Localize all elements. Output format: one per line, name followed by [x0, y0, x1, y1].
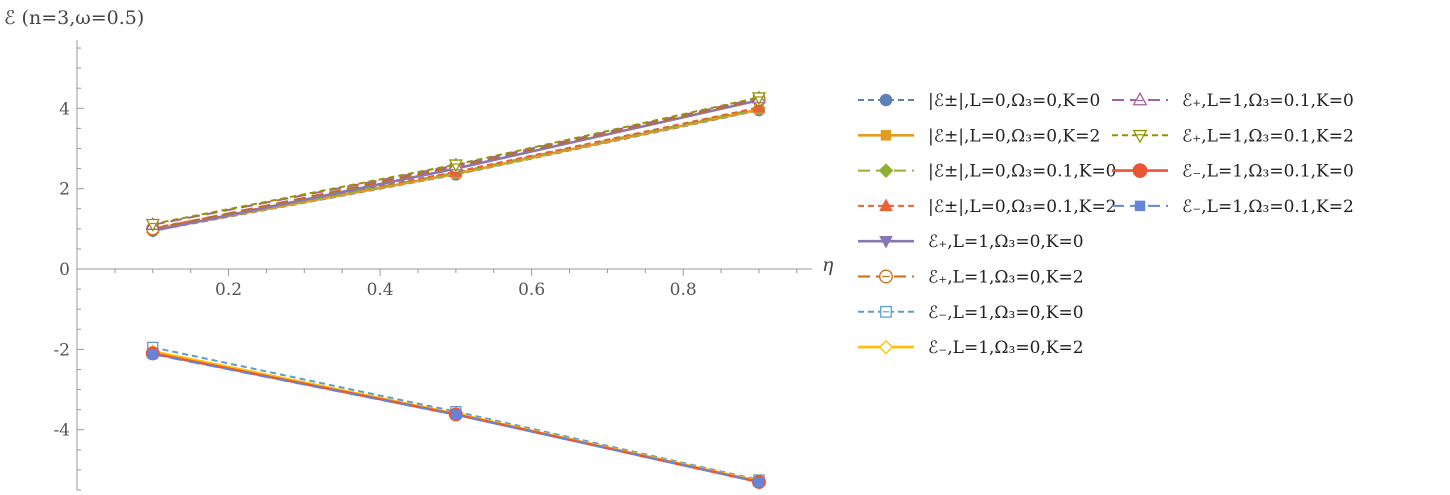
legend-entry-3: |ℰ±|,L=0,Ω₃=0.1,K=0	[858, 162, 1117, 182]
series-10	[145, 92, 767, 232]
axes: 0.2 0.4 0.6 0.8 -4 -2 0 2 4	[53, 40, 812, 491]
legend-marker	[880, 130, 892, 141]
legend-entry-12: ℰ₋,L=1,Ω₃=0.1,K=2	[1112, 197, 1354, 217]
legend-label: ℰ₊,L=1,Ω₃=0,K=2	[928, 268, 1084, 288]
legend-label: ℰ₋,L=1,Ω₃=0.1,K=0	[1182, 162, 1354, 182]
legend-entry-2: |ℰ±|,L=0,Ω₃=0,K=2	[858, 126, 1100, 146]
legend-marker	[1134, 200, 1146, 212]
legend-marker	[879, 235, 893, 249]
x-tick-label: 0.2	[215, 280, 242, 300]
series-line	[152, 96, 760, 225]
series-12	[147, 349, 764, 487]
y-tick-label: 2	[59, 180, 70, 200]
x-tick-label: 0.8	[670, 280, 697, 300]
x-axis-title: η	[822, 254, 834, 276]
legend-marker	[878, 163, 894, 178]
y-tick-label: -4	[53, 421, 70, 441]
legend-entry-10: ℰ₊,L=1,Ω₃=0.1,K=2	[1112, 126, 1354, 146]
legend-entry-11: ℰ₋,L=1,Ω₃=0.1,K=0	[1112, 162, 1354, 182]
legend-entry-7: ℰ₋,L=1,Ω₃=0,K=0	[858, 303, 1084, 323]
legend-marker	[879, 269, 893, 284]
legend-label: ℰ₊,L=1,Ω₃=0.1,K=0	[1182, 91, 1354, 111]
chart-title: ℰ (n=3,ω=0.5)	[4, 7, 144, 29]
legend-marker	[880, 305, 892, 318]
legend-marker	[1132, 163, 1148, 178]
legend-entry-5: ℰ₊,L=1,Ω₃=0,K=0	[858, 232, 1084, 252]
legend-label: ℰ₋,L=1,Ω₃=0,K=0	[928, 303, 1084, 323]
data-point	[751, 92, 767, 106]
y-tick-label: 4	[59, 99, 70, 119]
data-point	[448, 159, 463, 173]
legend-entry-8: ℰ₋,L=1,Ω₃=0,K=2	[858, 338, 1084, 358]
series-line	[152, 346, 760, 481]
legend: |ℰ±|,L=0,Ω₃=0,K=0 |ℰ±|,L=0,Ω₃=0,K=2 |ℰ±|,L…	[858, 91, 1354, 358]
data-point	[147, 349, 158, 360]
x-tick-label: 0.6	[518, 280, 545, 300]
legend-entry-9: ℰ₊,L=1,Ω₃=0.1,K=0	[1112, 91, 1354, 111]
legend-label: |ℰ±|,L=0,Ω₃=0.1,K=0	[928, 162, 1117, 182]
legend-marker	[1132, 91, 1148, 106]
legend-label: ℰ₋,L=1,Ω₃=0,K=2	[928, 338, 1084, 358]
legend-label: ℰ₊,L=1,Ω₃=0.1,K=2	[1182, 126, 1354, 146]
y-tick-label: -2	[53, 340, 70, 360]
legend-marker	[879, 198, 893, 212]
x-tick-label: 0.4	[367, 280, 394, 300]
series-layer	[145, 90, 767, 489]
legend-marker	[1132, 129, 1148, 144]
legend-label: |ℰ±|,L=0,Ω₃=0,K=2	[928, 126, 1100, 146]
legend-marker	[879, 93, 893, 107]
data-point	[753, 476, 764, 487]
legend-label: |ℰ±|,L=0,Ω₃=0.1,K=2	[928, 197, 1117, 217]
legend-label: ℰ₊,L=1,Ω₃=0,K=0	[928, 232, 1084, 252]
legend-label: ℰ₋,L=1,Ω₃=0.1,K=2	[1182, 197, 1354, 217]
legend-marker	[878, 339, 894, 355]
legend-entry-6: ℰ₊,L=1,Ω₃=0,K=2	[858, 268, 1084, 288]
y-tick-label: 0	[59, 260, 70, 280]
legend-entry-4: |ℰ±|,L=0,Ω₃=0.1,K=2	[858, 197, 1117, 217]
data-point	[450, 409, 461, 420]
legend-label: |ℰ±|,L=0,Ω₃=0,K=0	[928, 91, 1100, 111]
legend-entry-1: |ℰ±|,L=0,Ω₃=0,K=0	[858, 91, 1100, 111]
data-point	[145, 218, 160, 232]
